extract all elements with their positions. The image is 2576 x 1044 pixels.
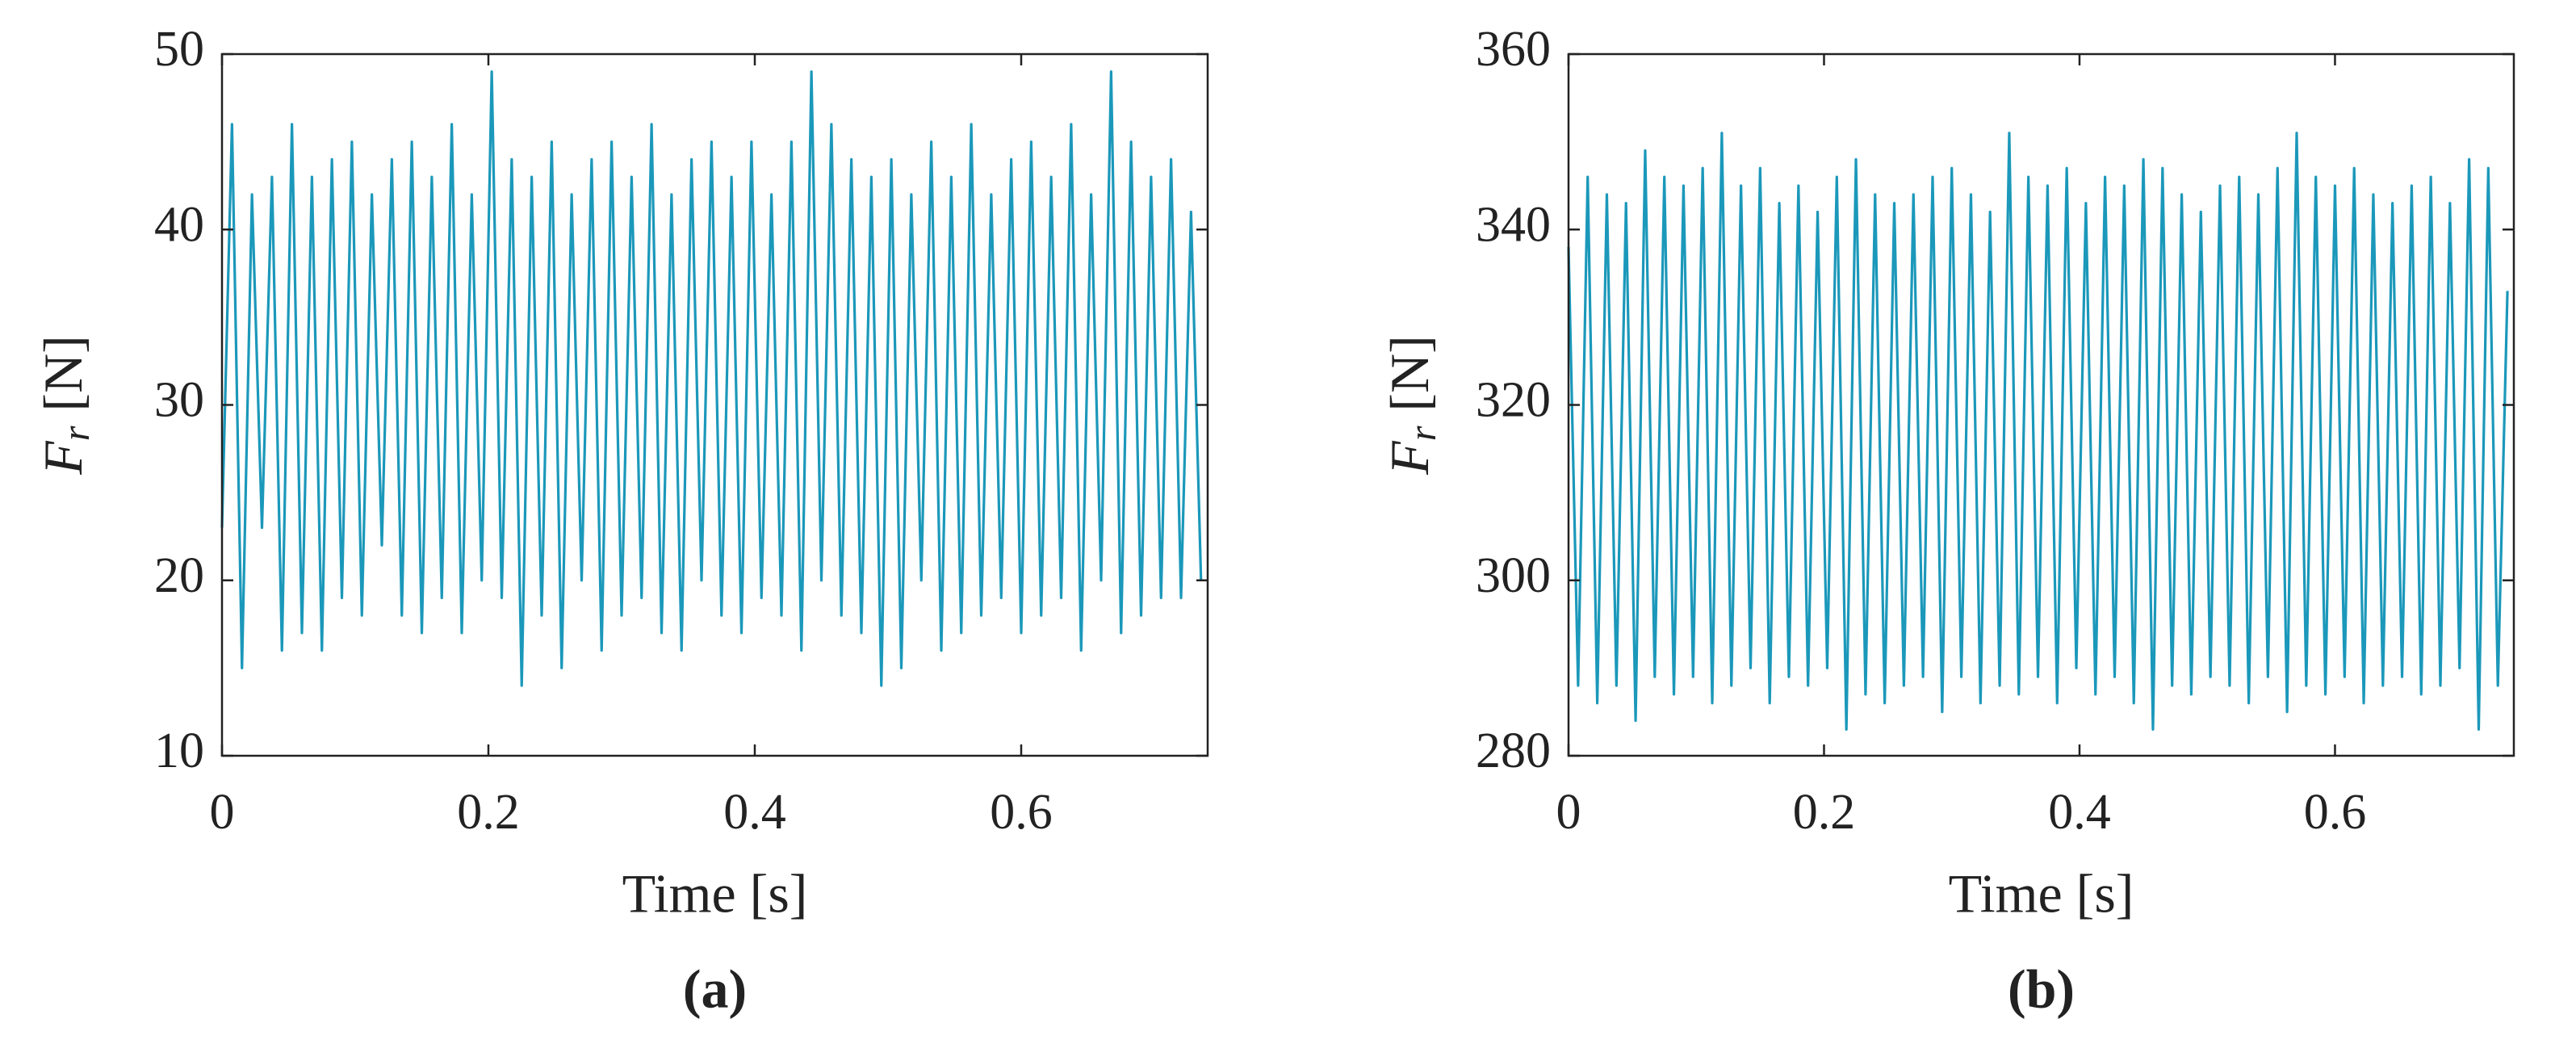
- x-tick-label: 0: [1556, 785, 1581, 840]
- y-tick-label: 40: [154, 197, 204, 252]
- y-tick-label: 10: [154, 723, 204, 778]
- x-tick-label: 0.2: [1793, 785, 1856, 840]
- y-axis-label: Fr [N]: [32, 335, 98, 476]
- panel-caption: (b): [2008, 958, 2075, 1020]
- data-line: [1567, 132, 2509, 732]
- chart-panel: 10 20 30 40 50 0 0.2 0.4 0.6 Time [s] (a) Fr [N]: [32, 22, 1209, 1020]
- y-label-subscript: r: [1401, 426, 1444, 441]
- x-axis-label: Time [s]: [622, 863, 808, 925]
- plot-area: [222, 54, 1208, 756]
- x-tick-label: 0.6: [2304, 785, 2367, 840]
- y-tick-label: 280: [1476, 723, 1551, 778]
- x-tick-label: 0: [210, 785, 235, 840]
- y-tick-label: 320: [1476, 373, 1551, 428]
- x-axis-label: Time [s]: [1949, 863, 2134, 925]
- data-line: [220, 70, 1203, 687]
- y-tick-label: 300: [1476, 548, 1551, 603]
- x-tick-label: 0.6: [990, 785, 1053, 840]
- panel-caption: (a): [683, 958, 747, 1020]
- y-tick-label: 340: [1476, 197, 1551, 252]
- y-tick-label: 360: [1476, 22, 1551, 77]
- x-tick-label: 0.2: [457, 785, 520, 840]
- y-label-symbol: F: [32, 440, 94, 476]
- y-label-subscript: r: [55, 426, 98, 441]
- y-tick-label: 30: [154, 373, 204, 428]
- y-tick-label: 20: [154, 548, 204, 603]
- y-tick-label: 50: [154, 22, 204, 77]
- y-label-unit: [N]: [32, 335, 94, 411]
- chart-panel: 280 300 320 340 360 0 0.2 0.4 0.6 Time [s] (b) Fr [N…: [1379, 22, 2515, 1020]
- x-tick-label: 0.4: [2048, 785, 2111, 840]
- y-axis-label: Fr [N]: [1379, 335, 1444, 476]
- x-tick-label: 0.4: [723, 785, 786, 840]
- y-label-unit: [N]: [1379, 335, 1440, 411]
- y-label-symbol: F: [1379, 440, 1440, 476]
